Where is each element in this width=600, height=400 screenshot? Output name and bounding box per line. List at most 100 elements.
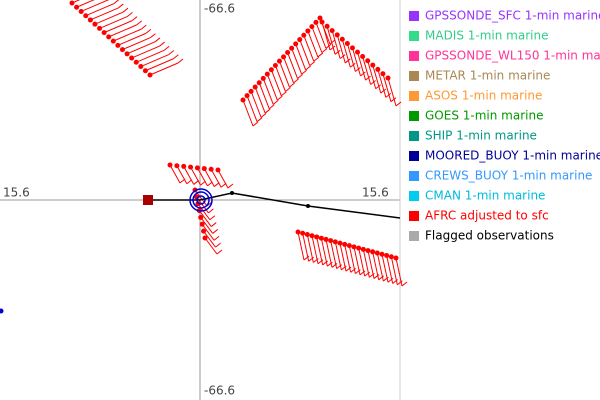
legend-swatch	[409, 171, 419, 181]
wind-barb	[80, 0, 110, 12]
wind-barb	[90, 7, 119, 21]
wind-barb	[326, 26, 336, 55]
wind-barb-tick	[168, 50, 175, 55]
obs-dot	[370, 249, 376, 255]
wind-barb-tick	[209, 215, 216, 221]
wind-barb-tick	[216, 249, 223, 255]
legend-swatch	[409, 191, 419, 201]
wind-barb-tick	[213, 235, 220, 241]
obs-dot	[202, 235, 208, 241]
wind-barb-tick	[208, 208, 214, 214]
wind-barb-tick	[256, 117, 263, 123]
wind-barb-tick	[365, 75, 371, 81]
wind-barb-tick	[339, 54, 346, 60]
legend-swatch	[409, 91, 419, 101]
wind-barb	[204, 237, 218, 255]
wind-barb	[287, 52, 299, 79]
wind-barb	[386, 255, 394, 284]
obs-dot	[375, 66, 381, 72]
wind-barb	[122, 37, 151, 51]
legend-swatch	[409, 11, 419, 21]
obs-dot	[285, 50, 291, 56]
wind-barb	[145, 58, 174, 72]
center-ring	[196, 195, 206, 205]
obs-dot	[332, 239, 338, 245]
legend: GPSSONDE_SFC 1-min marine MADIS 1-min mar…	[409, 9, 600, 243]
obs-dot	[309, 24, 315, 30]
legend-label: GPSSONDE_SFC 1-min marine	[425, 9, 600, 23]
obs-dot	[393, 255, 399, 261]
obs-dot	[305, 28, 311, 34]
wind-barb-tick	[309, 61, 316, 66]
wind-barb	[336, 34, 346, 64]
wind-barb	[258, 82, 270, 109]
legend-label: AFRC adjusted to sfc	[425, 209, 549, 223]
wind-barb	[250, 91, 262, 118]
wind-barb-tick	[293, 78, 299, 84]
wind-barb	[270, 69, 282, 96]
wind-barb	[387, 77, 397, 107]
obs-dot	[69, 0, 75, 6]
obs-dot	[215, 167, 221, 173]
wind-barb-tick	[334, 49, 341, 55]
wind-barb	[198, 210, 212, 227]
obs-dot	[119, 47, 125, 53]
wind-barb	[126, 41, 156, 55]
wind-barb	[200, 217, 214, 234]
wind-barb	[266, 73, 278, 101]
obs-dot	[339, 36, 345, 42]
track-dot	[230, 191, 234, 195]
obs-dot	[370, 62, 376, 68]
wind-barb	[201, 223, 215, 241]
obs-dot	[349, 45, 355, 51]
obs-dot	[360, 246, 366, 252]
wind-barb	[183, 166, 195, 185]
wind-barb-tick	[281, 91, 287, 97]
obs-dot	[147, 72, 153, 78]
legend-label: METAR 1-min marine	[425, 69, 550, 83]
wind-barb-tick	[118, 3, 124, 9]
wind-barb	[348, 245, 356, 274]
wind-barb	[176, 165, 188, 184]
axis-label-top: -66.6	[204, 2, 235, 16]
obs-dot	[379, 251, 385, 257]
obs-dot	[83, 13, 89, 19]
wind-barb	[99, 15, 128, 29]
center-ring	[189, 188, 213, 212]
wind-barb-tick	[113, 0, 120, 5]
legend-label: GPSSONDE_WL150 1-min marine	[425, 49, 600, 63]
wind-barb-tick	[313, 56, 320, 62]
wind-barb	[131, 45, 160, 59]
wind-barb	[85, 3, 114, 17]
wind-barb	[362, 56, 372, 85]
legend-swatch	[409, 31, 419, 41]
obs-dot	[318, 235, 324, 241]
wind-barb-tick	[329, 45, 336, 51]
wind-barb	[353, 246, 361, 275]
wind-barb-tick	[380, 88, 387, 94]
obs-dot	[240, 97, 246, 103]
wind-barb	[351, 47, 361, 76]
obs-dot	[295, 229, 301, 235]
edge-dot	[0, 308, 4, 314]
wind-barb-tick	[360, 71, 366, 77]
wind-barb-tick	[289, 82, 295, 88]
obs-dot	[194, 165, 200, 171]
obs-dot	[244, 93, 250, 99]
wind-barb-tick	[355, 67, 361, 72]
wind-barb-tick	[136, 20, 143, 26]
wind-barb-tick	[122, 7, 129, 13]
wind-barb	[203, 230, 216, 248]
obs-dot	[346, 243, 352, 249]
obs-dot	[201, 166, 207, 172]
obs-dot	[248, 88, 254, 94]
obs-dot	[301, 32, 307, 38]
wind-barb	[315, 22, 327, 49]
wind-barb	[367, 250, 375, 279]
wind-barb-tick	[285, 87, 291, 92]
wind-barb-tick	[252, 121, 259, 127]
obs-dot	[365, 58, 371, 64]
wind-barb	[217, 169, 229, 189]
obs-dot	[297, 37, 303, 43]
